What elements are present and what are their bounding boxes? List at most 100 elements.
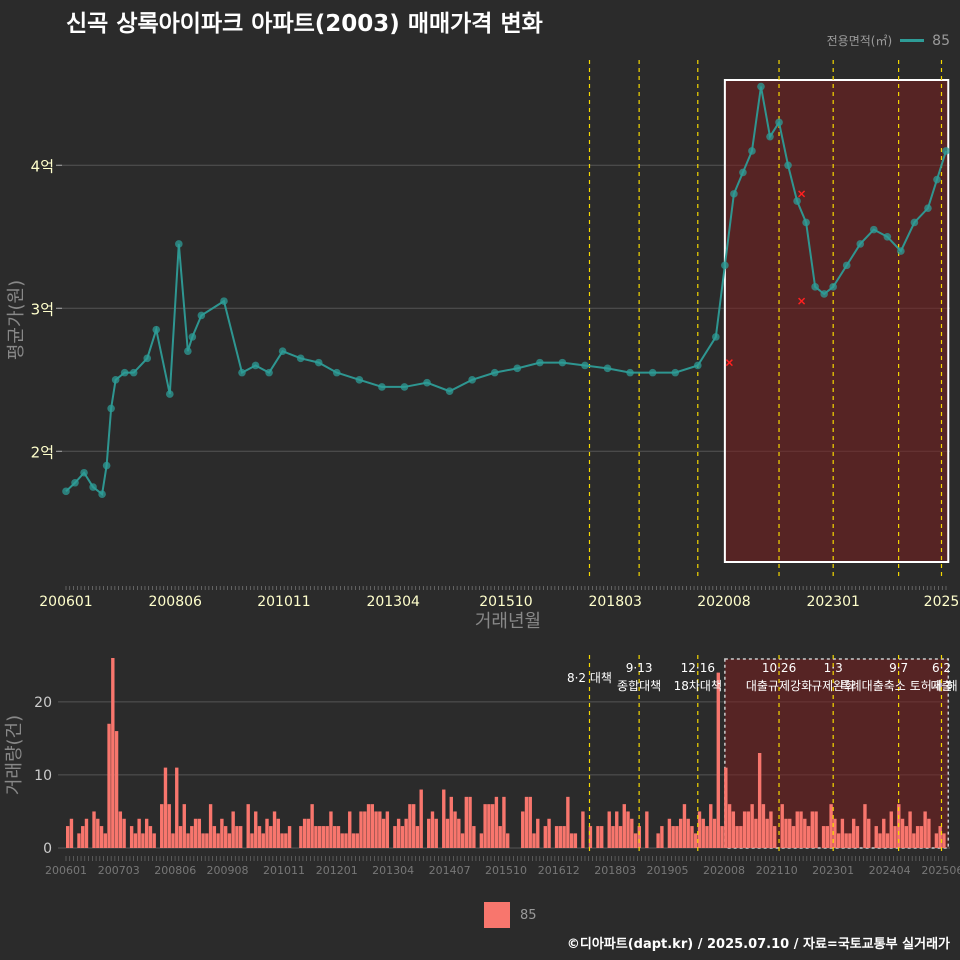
price-point [802, 218, 810, 227]
volume-bar [566, 796, 570, 848]
legend-value: 85 [932, 32, 950, 49]
volume-bar [840, 818, 845, 848]
volume-bar [468, 796, 472, 848]
price-point [468, 375, 476, 384]
price-point [89, 483, 97, 491]
volume-bar [874, 826, 878, 848]
policy-label: 6·2 [932, 661, 951, 675]
x-tick-label: 201803 [588, 594, 641, 610]
price-point [111, 375, 120, 384]
volume-bar [254, 811, 258, 848]
volume-bar [855, 826, 860, 848]
volume-bar [788, 818, 792, 848]
volume-bar [761, 804, 766, 848]
volume-bar [667, 818, 672, 848]
volume-bar [175, 767, 179, 848]
price-point [648, 368, 657, 377]
x-axis-title: 거래년월 [475, 611, 541, 632]
volume-bar [381, 818, 386, 848]
volume-bar [803, 818, 807, 848]
volume-bar [889, 811, 893, 848]
volume-bar [765, 818, 769, 848]
volume-bar [190, 826, 194, 848]
price-point [757, 82, 765, 91]
volume-bar [385, 811, 390, 848]
price-point [296, 354, 305, 363]
volume-bar [769, 811, 773, 848]
price-point [933, 175, 941, 184]
volume-bar [923, 811, 927, 848]
volume-bar [299, 826, 303, 848]
price-point [775, 118, 783, 127]
price-point [730, 190, 738, 198]
volume-bar [231, 811, 235, 848]
volume-bar [833, 818, 837, 848]
volume-bar [250, 833, 254, 848]
policy-label: 12·16 [681, 661, 715, 675]
volume-bar [739, 826, 743, 848]
policy-label: 9·7 [889, 661, 908, 675]
volume-bar [615, 811, 619, 848]
volume-bar [724, 767, 728, 848]
bar-x-tick-label: 202301 [812, 864, 854, 877]
price-point [942, 147, 950, 155]
volume-bar [829, 804, 833, 848]
volume-bar [863, 804, 867, 848]
volume-bar [182, 804, 186, 848]
volume-bar [171, 833, 175, 848]
legend-top: 전용면적(㎡) 85 [827, 32, 950, 49]
volume-bar [915, 826, 920, 848]
volume-bar [84, 818, 89, 848]
volume-bar [821, 826, 826, 848]
volume-bar [167, 804, 171, 848]
price-point [423, 378, 431, 387]
bar-x-tick-label: 201011 [263, 864, 305, 877]
volume-bar [784, 818, 788, 848]
volume-bar [885, 833, 890, 848]
volume-bar [77, 833, 81, 848]
policy-label: 대출규제강화 [746, 679, 812, 693]
volume-bar [675, 826, 679, 848]
volume-bar [144, 818, 149, 848]
volume-bar [344, 833, 348, 848]
volume-bar [814, 811, 818, 848]
volume-bar [581, 811, 585, 848]
volume-bar [152, 833, 156, 848]
volume-bar [96, 818, 100, 848]
volume-bar [419, 789, 423, 848]
price-point [811, 283, 819, 291]
price-point [197, 311, 206, 320]
price-point [869, 225, 878, 234]
volume-bar [494, 796, 499, 848]
volume-bar [757, 753, 762, 848]
volume-bar [754, 818, 758, 848]
price-point [581, 361, 589, 370]
volume-bar [479, 833, 484, 848]
volume-bar [374, 811, 378, 848]
volume-bar [825, 826, 830, 848]
volume-bar [607, 811, 611, 848]
volume-bar [415, 826, 420, 848]
volume-bar [302, 818, 307, 848]
price-point [251, 361, 260, 370]
policy-label: 특례대출축소 토허제 해 [840, 679, 958, 693]
bar-x-tick-label: 200703 [98, 864, 140, 877]
y-tick-label: 2억 [31, 443, 54, 461]
volume-bar [163, 767, 168, 848]
price-point [856, 240, 865, 248]
volume-bar [99, 826, 104, 848]
policy-label: 18차대책 [674, 678, 722, 693]
cancel-marker [798, 297, 806, 305]
price-point [721, 261, 729, 270]
price-point [712, 333, 720, 341]
price-point [98, 490, 106, 498]
volume-bar [795, 811, 799, 848]
footer-credit: ©디아파트(dapt.kr) / 2025.07.10 / 자료=국토교통부 실… [566, 937, 950, 952]
x-tick-label: 200601 [39, 594, 92, 610]
bar-y-tick-label: 20 [34, 695, 52, 711]
volume-bar [197, 818, 202, 848]
price-point [165, 390, 174, 398]
price-point [842, 261, 851, 270]
price-point [897, 247, 905, 255]
volume-bar [528, 796, 532, 848]
